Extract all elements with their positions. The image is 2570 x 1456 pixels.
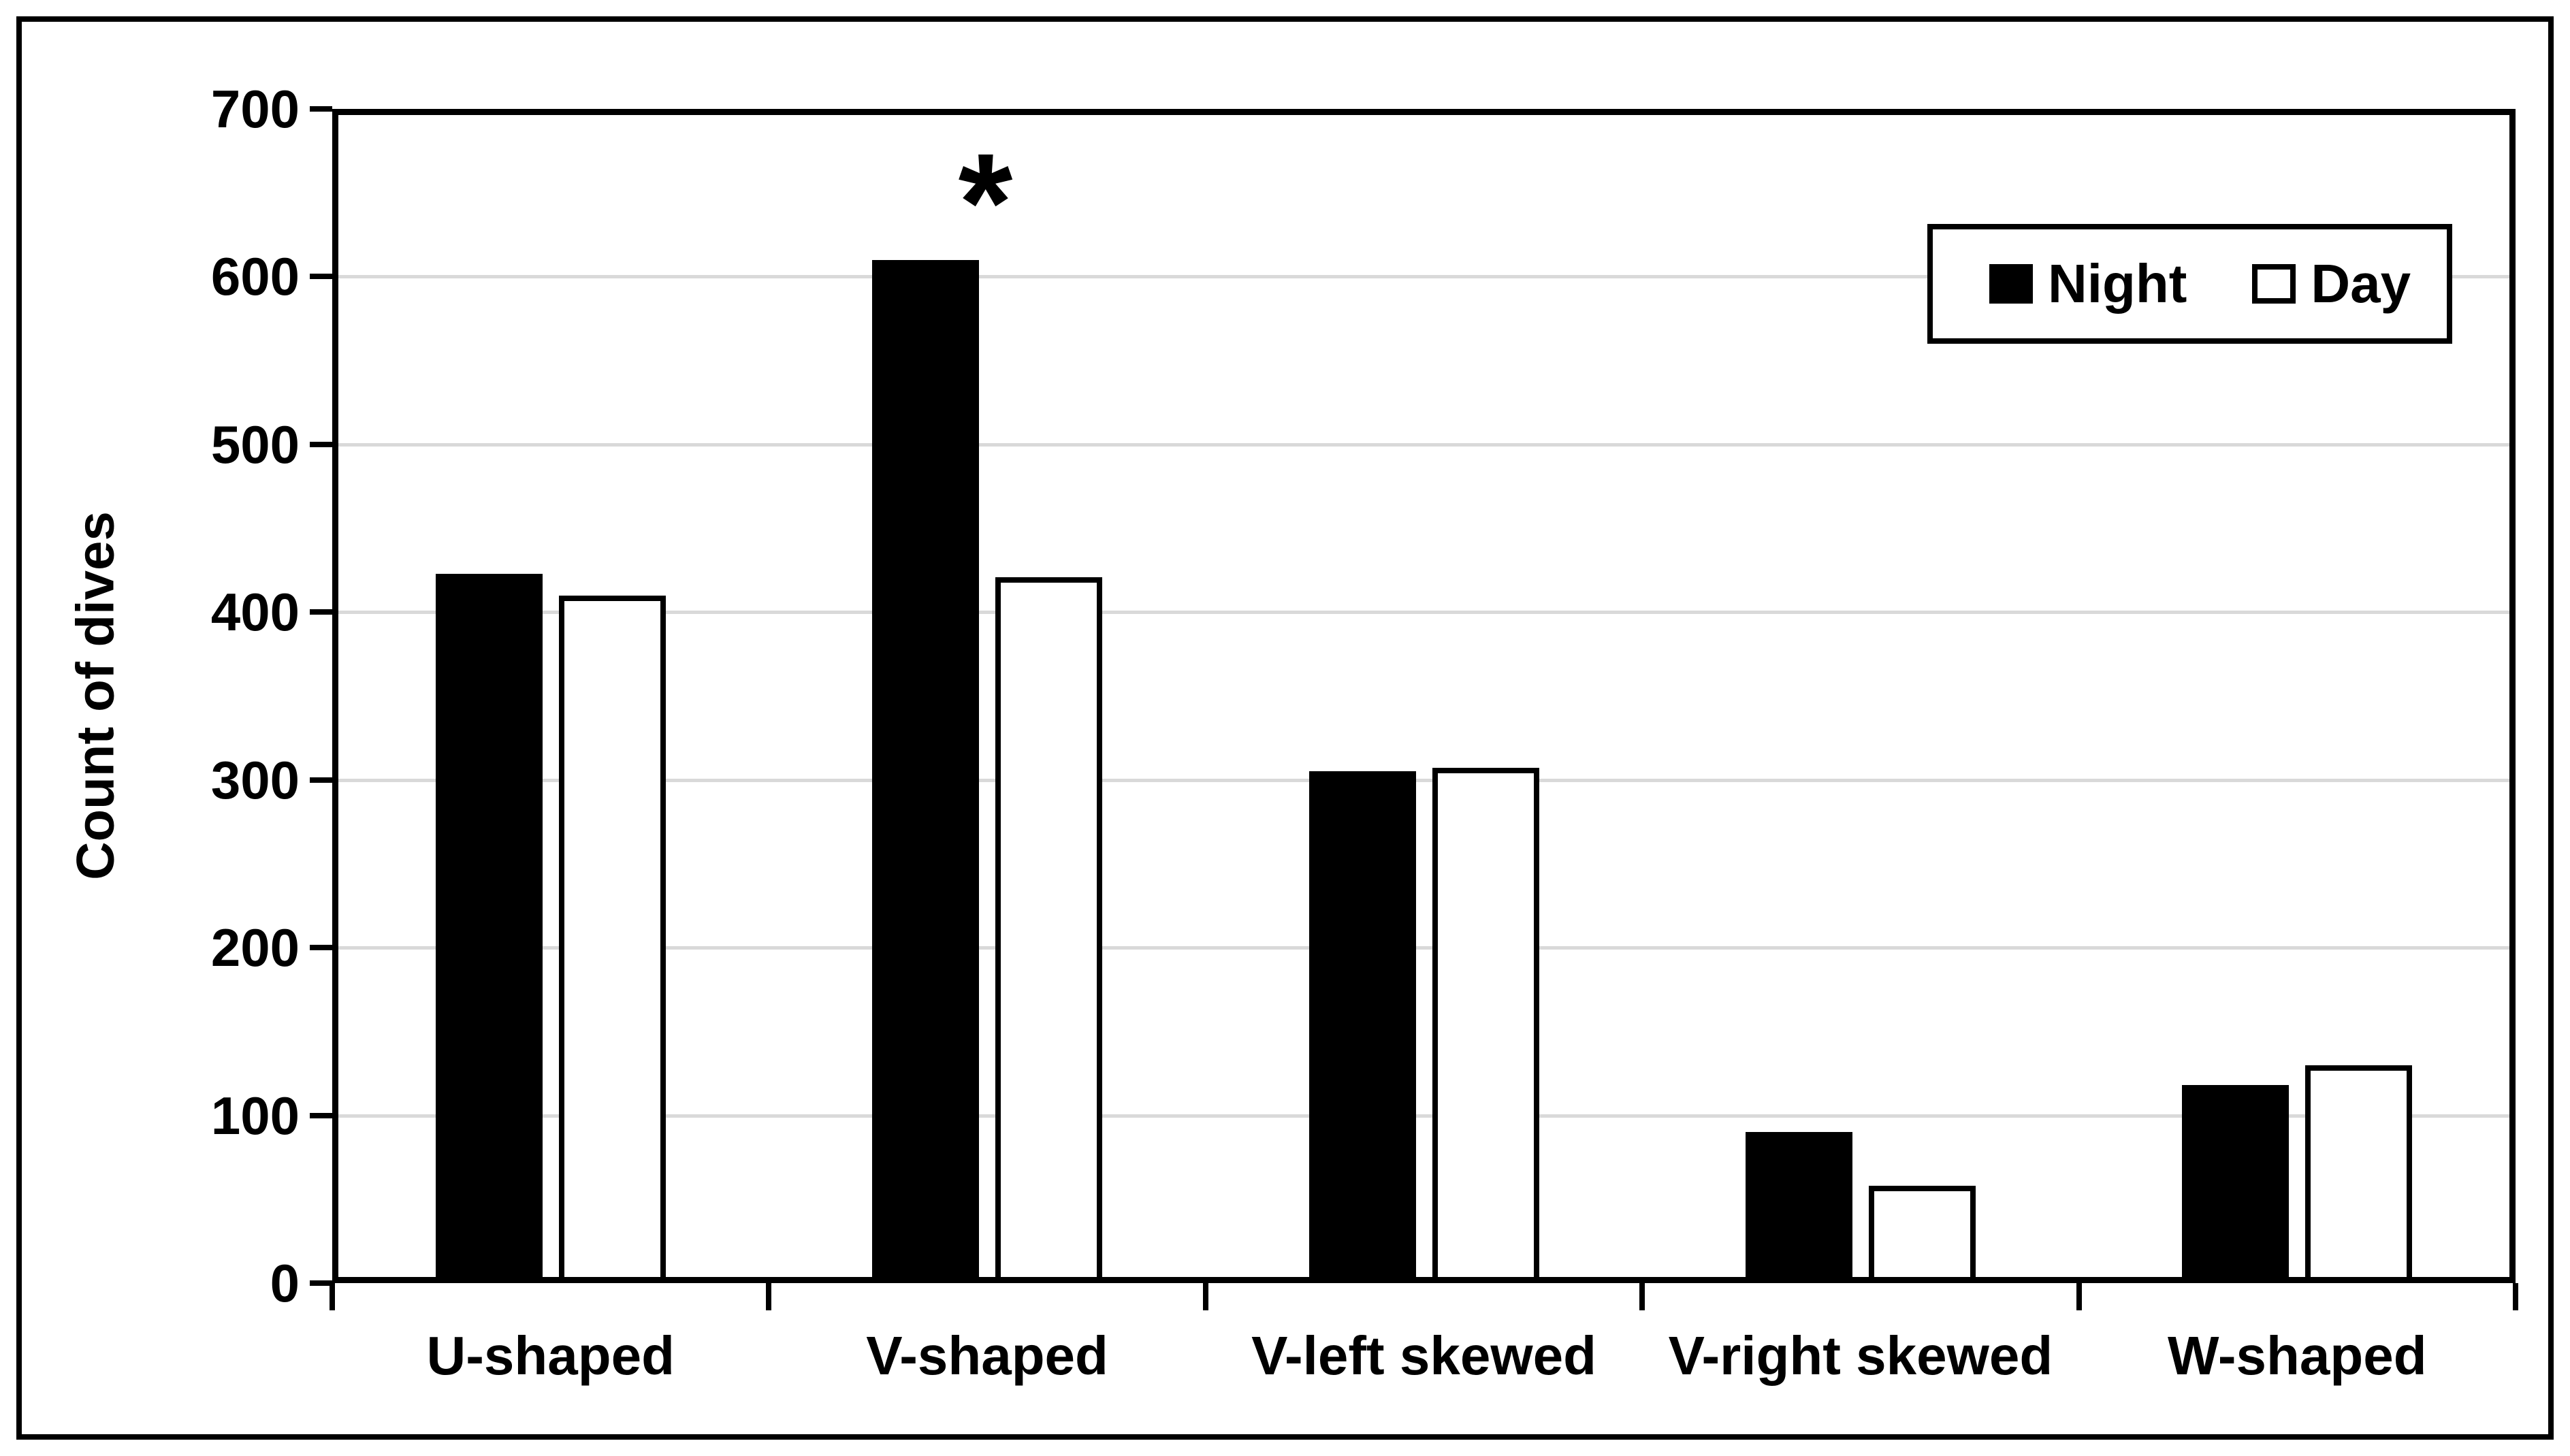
y-tick-label: 400 xyxy=(210,582,300,643)
x-axis-label: V-shaped xyxy=(866,1325,1108,1386)
y-gridline xyxy=(332,778,2516,782)
y-tick-label: 700 xyxy=(210,79,300,139)
x-tick-mark xyxy=(766,1283,772,1310)
y-tick-mark xyxy=(310,1112,332,1118)
legend-item-day: Day xyxy=(2252,255,2411,312)
x-axis-label: V-left skewed xyxy=(1251,1325,1596,1386)
y-tick-label: 200 xyxy=(210,918,300,978)
figure-border xyxy=(16,16,2554,1440)
y-gridline xyxy=(332,442,2516,447)
day-series-swatch-icon xyxy=(2252,264,2296,304)
bar-day-v-left-skewed xyxy=(1432,768,1539,1283)
y-tick-label: 500 xyxy=(210,414,300,474)
bar-day-v-shaped xyxy=(995,577,1103,1283)
legend-label-night: Night xyxy=(2048,253,2187,314)
bar-night-v-shaped xyxy=(872,259,980,1283)
y-axis-title: Count of dives xyxy=(65,511,125,880)
x-tick-mark xyxy=(2513,1283,2518,1310)
y-tick-label: 100 xyxy=(210,1085,300,1146)
y-tick-label: 300 xyxy=(210,749,300,810)
bar-day-w-shaped xyxy=(2305,1065,2413,1283)
legend-item-night: Night xyxy=(1989,255,2187,312)
y-tick-mark xyxy=(310,441,332,447)
bar-night-v-right-skewed xyxy=(1745,1132,1852,1283)
x-axis-label: W-shaped xyxy=(2167,1325,2427,1386)
significance-asterisk: * xyxy=(958,125,1013,280)
y-tick-mark xyxy=(310,945,332,951)
x-tick-mark xyxy=(1639,1283,1645,1310)
y-gridline xyxy=(332,1114,2516,1118)
y-tick-mark xyxy=(310,274,332,280)
x-axis-label: V-right skewed xyxy=(1668,1325,2053,1386)
x-tick-mark xyxy=(330,1283,335,1310)
bar-night-v-left-skewed xyxy=(1308,771,1416,1283)
y-tick-mark xyxy=(310,106,332,112)
bar-day-u-shaped xyxy=(558,595,666,1283)
night-series-swatch-icon xyxy=(1989,264,2033,304)
y-gridline xyxy=(332,275,2516,279)
bar-night-w-shaped xyxy=(2182,1085,2290,1283)
y-tick-mark xyxy=(310,609,332,615)
y-tick-mark xyxy=(310,777,332,783)
y-tick-label: 0 xyxy=(270,1253,300,1313)
x-axis-label: U-shaped xyxy=(426,1325,675,1386)
x-tick-mark xyxy=(1202,1283,1208,1310)
x-tick-mark xyxy=(2076,1283,2082,1310)
y-tick-label: 600 xyxy=(210,246,300,307)
y-tick-mark xyxy=(310,1280,332,1286)
legend-label-day: Day xyxy=(2311,253,2411,314)
y-gridline xyxy=(332,611,2516,615)
bar-night-u-shaped xyxy=(435,573,543,1283)
bar-day-v-right-skewed xyxy=(1868,1186,1976,1283)
legend: Night Day xyxy=(1927,224,2452,344)
y-gridline xyxy=(332,946,2516,950)
